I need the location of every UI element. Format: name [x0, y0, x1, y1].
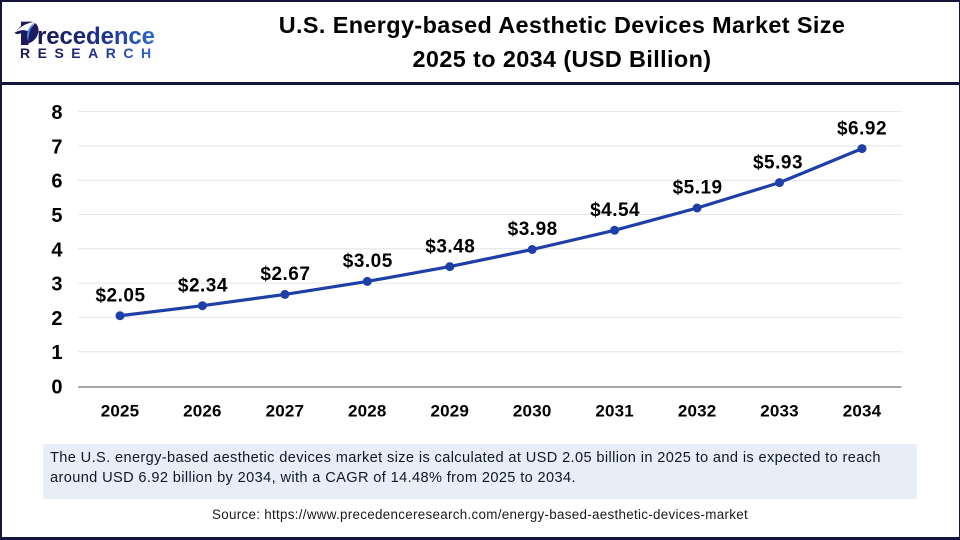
svg-text:$3.05: $3.05 — [343, 251, 393, 272]
svg-text:$6.92: $6.92 — [837, 118, 887, 139]
svg-text:4: 4 — [51, 239, 63, 261]
svg-text:$2.05: $2.05 — [95, 285, 145, 306]
svg-text:$4.54: $4.54 — [590, 200, 640, 221]
svg-text:$2.34: $2.34 — [178, 275, 228, 296]
svg-text:2: 2 — [51, 308, 62, 330]
svg-text:1: 1 — [51, 342, 62, 364]
svg-text:2025: 2025 — [101, 402, 140, 421]
svg-text:7: 7 — [51, 136, 62, 158]
svg-text:3: 3 — [51, 274, 62, 296]
svg-text:5: 5 — [51, 205, 62, 227]
svg-text:8: 8 — [51, 102, 62, 124]
svg-text:$5.19: $5.19 — [673, 178, 723, 199]
svg-text:recedence: recedence — [37, 23, 155, 50]
svg-text:2027: 2027 — [266, 402, 305, 421]
svg-text:$3.98: $3.98 — [508, 219, 558, 240]
svg-text:$3.48: $3.48 — [425, 236, 475, 257]
svg-text:2030: 2030 — [513, 402, 552, 421]
svg-text:2029: 2029 — [431, 402, 470, 421]
svg-text:2034: 2034 — [843, 402, 882, 421]
svg-text:0: 0 — [51, 377, 62, 399]
svg-text:2028: 2028 — [348, 402, 387, 421]
svg-text:2032: 2032 — [678, 402, 717, 421]
svg-text:6: 6 — [51, 171, 62, 193]
svg-text:2033: 2033 — [760, 402, 799, 421]
svg-text:2031: 2031 — [595, 402, 634, 421]
svg-text:2026: 2026 — [183, 402, 222, 421]
svg-text:RESEARCH: RESEARCH — [20, 45, 159, 61]
svg-text:$2.67: $2.67 — [260, 264, 310, 285]
svg-text:$5.93: $5.93 — [753, 152, 803, 173]
